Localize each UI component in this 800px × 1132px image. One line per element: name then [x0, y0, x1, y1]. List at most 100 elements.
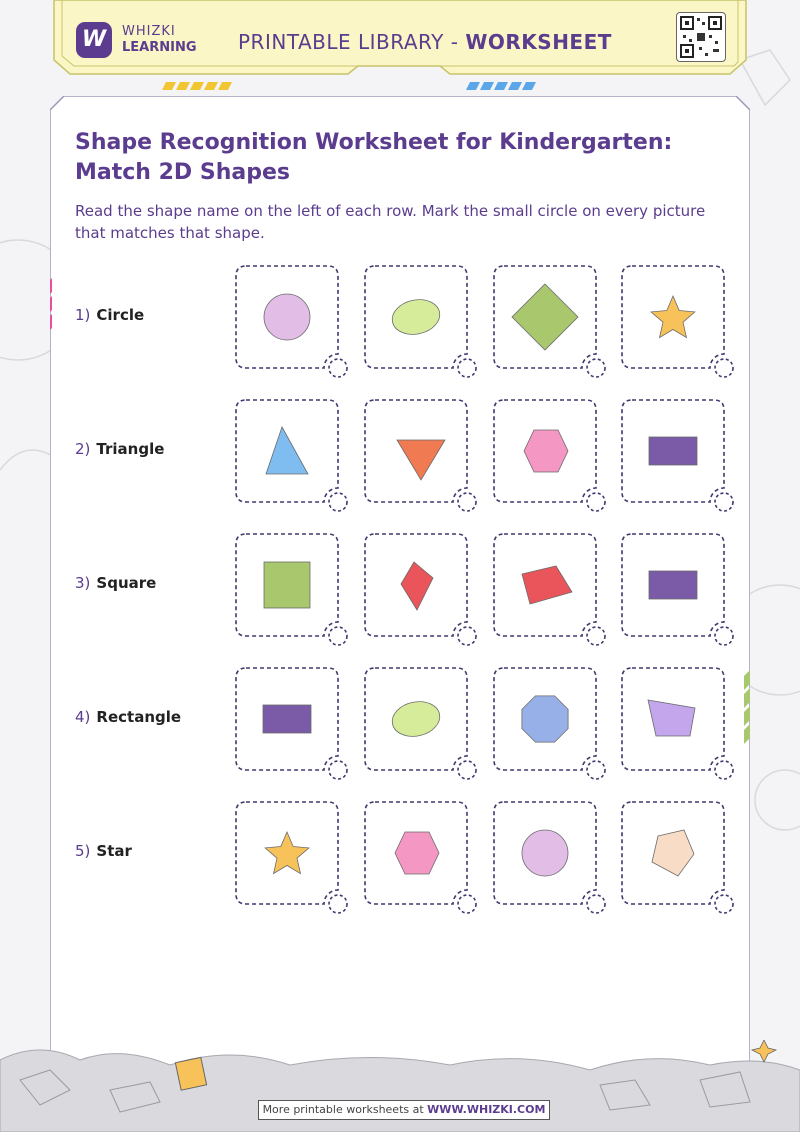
row-shape-name: Star [96, 842, 132, 860]
shape-card [364, 801, 477, 914]
octagon-shape [521, 695, 569, 743]
footer-doodle-strip [0, 1040, 800, 1132]
mark-circle[interactable] [586, 358, 606, 378]
worksheet-title: Shape Recognition Worksheet for Kinderga… [75, 130, 673, 185]
triangle-down-shape [396, 439, 446, 481]
shape-card-graphic [235, 801, 348, 914]
shape-card-graphic [493, 667, 606, 780]
row-number: 5) [75, 842, 91, 860]
mark-circle[interactable] [714, 894, 734, 914]
shape-card [621, 801, 734, 914]
row-label: 5) Star [75, 842, 132, 860]
row-number: 3) [75, 574, 91, 592]
header-title-prefix: PRINTABLE LIBRARY - [238, 30, 466, 54]
shape-card [493, 533, 606, 646]
mark-circle[interactable] [714, 492, 734, 512]
shape-card-graphic [364, 399, 477, 512]
kite-shape [400, 561, 434, 611]
mark-circle[interactable] [457, 894, 477, 914]
star-shape [650, 294, 696, 339]
row-number: 2) [75, 440, 91, 458]
shape-card [621, 399, 734, 512]
shape-card-graphic [235, 533, 348, 646]
qr-code-icon [676, 12, 726, 62]
square-shape [263, 561, 311, 609]
mark-circle[interactable] [586, 894, 606, 914]
mark-circle[interactable] [457, 358, 477, 378]
row-shape-name: Circle [96, 306, 145, 324]
shape-card-graphic [493, 801, 606, 914]
shape-card-graphic [235, 667, 348, 780]
shape-card [493, 265, 606, 378]
shape-card [364, 399, 477, 512]
shape-card [235, 533, 348, 646]
mark-circle[interactable] [328, 626, 348, 646]
shape-card-graphic [493, 533, 606, 646]
shape-card-graphic [235, 265, 348, 378]
shape-card-graphic [493, 265, 606, 378]
diamond-shape [511, 283, 579, 351]
row-label: 1) Circle [75, 306, 144, 324]
shape-card-graphic [621, 399, 734, 512]
shape-card-graphic [235, 399, 348, 512]
mark-circle[interactable] [328, 760, 348, 780]
mark-circle[interactable] [714, 760, 734, 780]
shape-card [364, 265, 477, 378]
star-shape [264, 830, 310, 875]
circle-shape [263, 293, 311, 341]
mark-circle[interactable] [586, 492, 606, 512]
row-number: 4) [75, 708, 91, 726]
mark-circle[interactable] [586, 760, 606, 780]
mark-circle[interactable] [328, 894, 348, 914]
shape-card-graphic [364, 265, 477, 378]
shape-card-graphic [364, 667, 477, 780]
mark-circle[interactable] [586, 626, 606, 646]
row-label: 2) Triangle [75, 440, 164, 458]
brand-name: WHIZKI LEARNING [122, 24, 197, 56]
pentagon-shape [651, 829, 695, 877]
shape-card [235, 399, 348, 512]
header-title-strong: WORKSHEET [465, 30, 612, 54]
mark-circle[interactable] [714, 626, 734, 646]
shape-card-graphic [364, 801, 477, 914]
circle-shape [521, 829, 569, 877]
instructions: Read the shape name on the left of each … [75, 202, 706, 242]
brand-line-2: LEARNING [122, 40, 197, 55]
mark-circle[interactable] [457, 626, 477, 646]
shape-card [364, 667, 477, 780]
mark-circle[interactable] [328, 358, 348, 378]
rectangle-shape [648, 436, 698, 466]
header: W WHIZKI LEARNING PRINTABLE LIBRARY - WO… [48, 0, 752, 90]
whizki-logo: W [76, 22, 112, 58]
hexagon-shape [523, 429, 569, 473]
shape-card [621, 533, 734, 646]
shape-card [621, 265, 734, 378]
brand-line-1: WHIZKI [122, 24, 176, 39]
shape-card [364, 533, 477, 646]
shape-card [621, 667, 734, 780]
ellipse-shape [391, 299, 441, 335]
rectangle-shape [262, 704, 312, 734]
row-shape-name: Triangle [96, 440, 165, 458]
rectangle-shape [648, 570, 698, 600]
header-frame [53, 0, 747, 90]
shape-card [235, 265, 348, 378]
row-number: 1) [75, 306, 91, 324]
footer-link[interactable]: More printable worksheets at WWW.WHIZKI.… [258, 1100, 550, 1120]
row-label: 4) Rectangle [75, 708, 181, 726]
mark-circle[interactable] [328, 492, 348, 512]
mark-circle[interactable] [714, 358, 734, 378]
triangle-right-shape [265, 426, 309, 475]
mark-circle[interactable] [457, 492, 477, 512]
footer-url[interactable]: WWW.WHIZKI.COM [427, 1103, 546, 1116]
shape-card-graphic [621, 801, 734, 914]
shape-card [493, 667, 606, 780]
shape-card [235, 801, 348, 914]
shape-card-graphic [364, 533, 477, 646]
shape-card [493, 801, 606, 914]
trapezoid-shape [647, 699, 696, 737]
mark-circle[interactable] [457, 760, 477, 780]
shape-card [235, 667, 348, 780]
row-label: 3) Square [75, 574, 156, 592]
hexagon-shape [394, 831, 440, 875]
